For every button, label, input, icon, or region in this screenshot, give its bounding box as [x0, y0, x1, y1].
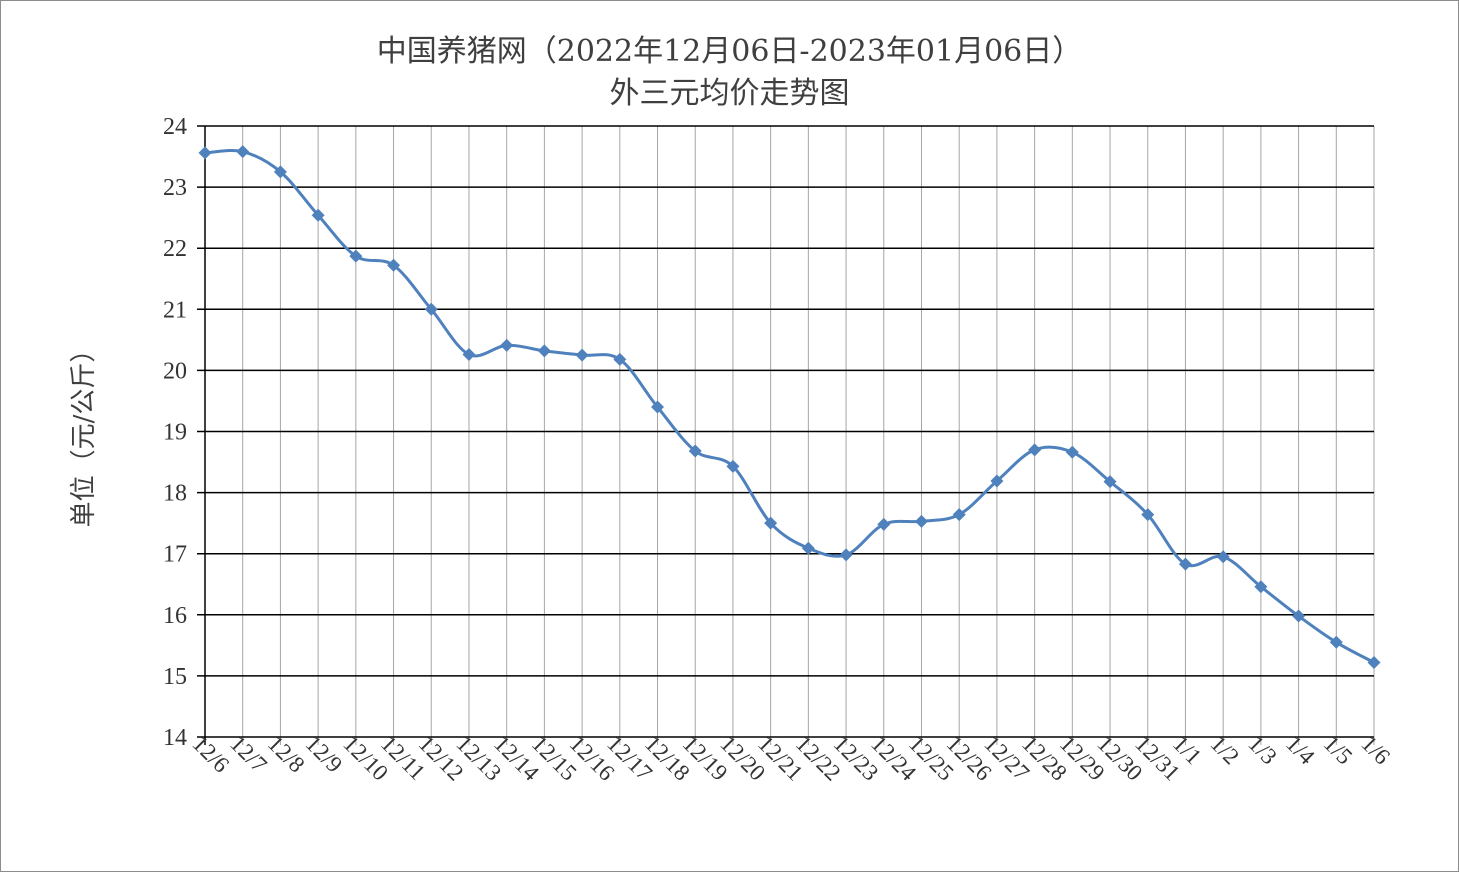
data-point-marker — [764, 516, 778, 530]
y-tick-label: 24 — [163, 114, 187, 140]
data-point-marker — [651, 400, 665, 414]
data-point-marker — [1065, 445, 1079, 459]
data-point-marker — [1141, 508, 1155, 522]
y-tick-label: 18 — [163, 481, 187, 507]
x-tick-label: 12/9 — [301, 731, 348, 778]
data-point-marker — [613, 352, 627, 366]
data-point-marker — [1028, 443, 1042, 457]
y-tick-label: 21 — [163, 297, 187, 323]
y-tick-label: 15 — [163, 664, 187, 690]
series-markers — [198, 145, 1381, 669]
data-point-marker — [1216, 550, 1230, 564]
x-tick-label: 12/6 — [187, 731, 234, 778]
series-line — [204, 148, 1375, 664]
data-point-marker — [311, 208, 325, 222]
data-point-marker — [236, 145, 250, 159]
data-point-marker — [1292, 609, 1306, 623]
y-tick-label: 22 — [163, 236, 187, 262]
data-point-marker — [1103, 475, 1117, 489]
vertical-gridlines — [204, 126, 1375, 745]
data-point-marker — [500, 338, 514, 352]
data-point-marker — [537, 344, 551, 358]
x-tick-label: 12/8 — [263, 731, 310, 778]
y-tick-labels: 14 15 16 17 18 19 20 21 22 23 24 — [163, 114, 187, 751]
data-point-marker — [688, 444, 702, 458]
chart-subtitle: 外三元均价走势图 — [609, 76, 850, 111]
data-point-marker — [462, 348, 476, 362]
y-tick-label: 16 — [163, 603, 187, 629]
data-point-marker — [952, 508, 966, 522]
y-tick-label: 19 — [163, 420, 187, 446]
data-point-marker — [1178, 557, 1192, 571]
data-point-marker — [839, 548, 853, 562]
y-axis-label: 单位（元/公斤） — [69, 337, 99, 528]
data-point-marker — [198, 146, 212, 160]
data-point-marker — [914, 514, 928, 528]
data-point-marker — [801, 541, 815, 555]
horizontal-gridlines — [197, 125, 1374, 738]
x-tick-labels: 12/612/712/812/912/1012/1112/1212/1312/1… — [187, 731, 1394, 786]
y-tick-label: 14 — [163, 725, 187, 751]
data-point-marker — [990, 474, 1004, 488]
y-tick-label: 23 — [163, 175, 187, 201]
x-tick-label: 12/7 — [225, 731, 272, 778]
data-point-marker — [1254, 580, 1268, 594]
chart-title: 中国养猪网（2022年12月06日-2023年01月06日） — [376, 34, 1083, 69]
y-tick-label: 20 — [163, 358, 187, 384]
data-point-marker — [387, 258, 401, 272]
data-point-marker — [575, 348, 589, 362]
data-point-marker — [1367, 655, 1381, 669]
data-point-marker — [877, 517, 891, 531]
data-point-marker — [424, 302, 438, 316]
data-point-marker — [726, 459, 740, 473]
y-tick-label: 17 — [163, 542, 187, 568]
data-point-marker — [1329, 635, 1343, 649]
data-point-marker — [349, 249, 363, 263]
data-point-marker — [273, 165, 287, 179]
